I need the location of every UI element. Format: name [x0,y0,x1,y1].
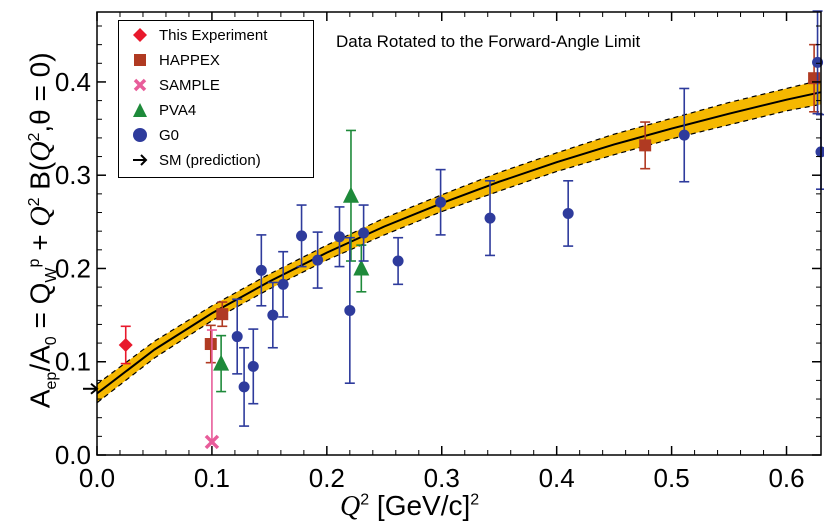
legend-item-pva4: PVA4 [131,100,196,120]
legend-item-sm-prediction: SM (prediction) [131,150,261,170]
diamond-icon [131,26,149,44]
x-tick-label: 0.4 [539,463,575,493]
legend-label: SAMPLE [159,76,220,94]
this-experiment-point [118,337,133,352]
band-upper-edge [96,79,822,385]
y-tick-label: 0.2 [55,253,91,283]
g0-point [277,278,289,290]
pva4-point [213,354,230,371]
g0-point [562,207,574,219]
g0-point [231,331,243,343]
legend-label: HAPPEX [159,51,220,69]
legend-item-g0: G0 [131,125,179,145]
happex-point [216,308,229,321]
arrow-right-icon [131,151,149,169]
g0-point [296,230,308,242]
legend-label: PVA4 [159,101,197,119]
happex-point [204,338,217,351]
g0-point [255,264,267,276]
sample-point [204,434,220,450]
series-g0 [231,10,824,427]
series-this-experiment [118,325,133,365]
x-tick-label: 0.3 [424,463,460,493]
g0-point [333,231,345,243]
y-axis-label-container: Aep/A0 = QWp + Q2 B(Q2,θ = 0) [8,0,78,460]
x-mark-icon [131,76,149,94]
legend-label: G0 [159,126,180,144]
g0-point [484,212,496,224]
x-tick-label: 0.5 [654,463,690,493]
series-pva4 [213,129,370,393]
legend-item-this-experiment: This Experiment [131,25,267,45]
sm-prediction-arrow [83,383,99,395]
y-axis-label: Aep/A0 = QWp + Q2 B(Q2,θ = 0) [24,52,61,408]
circle-icon [131,126,149,144]
x-tick-label: 0.6 [768,463,804,493]
sm-arrow-head [90,383,99,395]
x-tick-label: 0.1 [194,463,230,493]
g0-point [392,255,404,267]
y-tick-label: 0.0 [55,440,91,470]
x-axis-label: Q2 [GeV/c]2 [340,490,480,522]
axis-ticks: 0.0 0.1 0.2 0.3 0.4 0.5 0.6 0.0 0.1 0.2 0.3 0.4 [55,12,821,493]
g0-point [344,304,356,316]
data-points [118,10,824,450]
g0-point [238,381,250,393]
band-fill [97,80,821,403]
y-tick-label: 0.3 [55,160,91,190]
legend-label: SM (prediction) [159,151,261,169]
y-tick-label: 0.4 [55,67,91,97]
g0-point [247,360,259,372]
series-sample [204,329,220,450]
g0-point [815,146,824,158]
plot-frame [96,11,822,456]
band-lower-edge [96,103,822,404]
g0-point [312,254,324,266]
x-tick-label: 0.0 [79,463,115,493]
legend-item-sample: SAMPLE [131,75,220,95]
pva4-point [342,186,359,203]
g0-point [358,227,370,239]
triangle-icon [131,101,149,119]
g0-point [435,196,447,208]
annotation-text: Data Rotated to the Forward-Angle Limit [336,32,641,51]
happex-point [639,139,652,152]
legend-label: This Experiment [159,26,268,44]
legend-item-happex: HAPPEX [131,50,220,70]
square-icon [131,51,149,69]
legend: This Experiment HAPPEX SAMPLE PVA4 G0 SM… [118,20,314,178]
y-tick-label: 0.1 [55,347,91,377]
x-tick-label: 0.2 [309,463,345,493]
g0-point [267,309,279,321]
pva4-point [353,259,370,276]
g0-point [678,129,690,141]
